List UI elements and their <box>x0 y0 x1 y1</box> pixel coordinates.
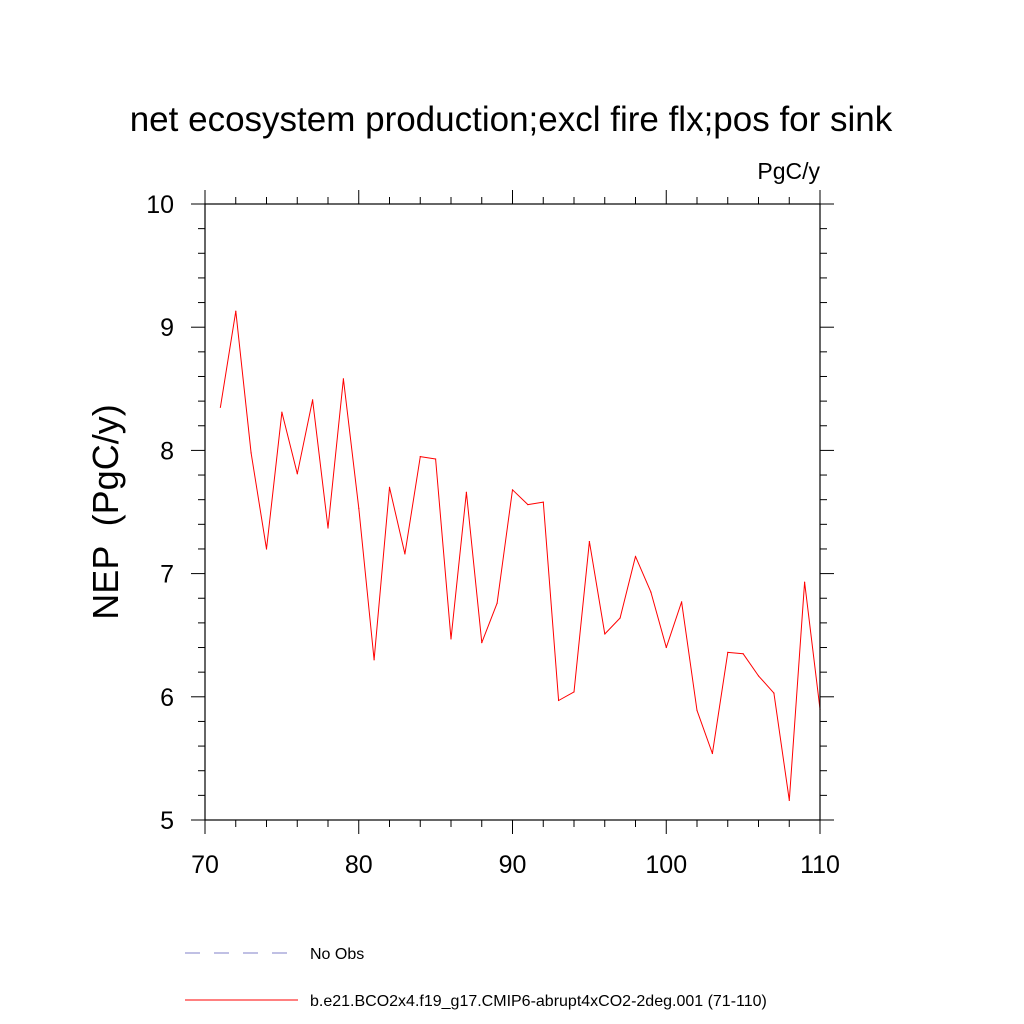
data-point <box>450 638 452 640</box>
y-tick-label: 6 <box>160 684 174 712</box>
x-tick-label: 70 <box>191 851 219 879</box>
data-point <box>558 699 560 702</box>
data-point <box>573 691 575 693</box>
y-tick-label: 8 <box>160 437 174 465</box>
data-point <box>634 555 637 558</box>
y-axis-label: NEP (PgC/y) <box>85 404 126 619</box>
y-tick-label: 9 <box>160 314 174 342</box>
data-point <box>773 692 775 694</box>
plot-frame <box>204 203 821 821</box>
data-point <box>358 507 360 509</box>
data-point <box>604 633 606 635</box>
x-tick-label: 90 <box>499 851 527 879</box>
data-point <box>681 601 683 603</box>
units-label: PgC/y <box>757 158 820 184</box>
series-layer <box>219 310 821 801</box>
data-point <box>696 709 698 712</box>
data-point <box>542 501 544 503</box>
data-point <box>757 675 760 677</box>
x-tick-label: 100 <box>645 851 687 879</box>
data-point <box>327 527 329 529</box>
data-point <box>788 799 790 801</box>
data-point <box>742 653 744 655</box>
legend: No Obs b.e21.BCO2x4.f19_g17.CMIP6-abrupt… <box>185 946 767 1010</box>
data-point <box>435 458 437 460</box>
y-tick-label: 10 <box>146 191 174 219</box>
data-point <box>804 581 806 583</box>
legend-label-no-obs: No Obs <box>310 946 364 963</box>
data-point <box>465 491 467 493</box>
data-point <box>235 310 237 312</box>
tick-labels: 70 80 90 100 110 5 6 7 8 9 10 <box>146 191 840 879</box>
data-point <box>265 548 268 550</box>
data-point <box>727 651 729 654</box>
data-point <box>527 504 529 506</box>
series-line <box>219 310 821 801</box>
data-point <box>373 659 375 661</box>
data-point <box>419 456 421 458</box>
data-point <box>481 642 483 644</box>
data-point <box>496 602 498 604</box>
x-tick-label: 110 <box>800 851 840 879</box>
data-point <box>711 752 714 755</box>
data-point <box>250 452 252 454</box>
axis-ticks <box>191 190 834 834</box>
y-tick-label: 7 <box>160 561 174 589</box>
data-point <box>665 646 667 649</box>
y-tick-label: 5 <box>160 807 174 835</box>
data-point <box>312 399 314 401</box>
data-point <box>342 378 344 380</box>
data-point <box>619 617 621 619</box>
legend-label-model: b.e21.BCO2x4.f19_g17.CMIP6-abrupt4xCO2-2… <box>310 993 767 1010</box>
x-tick-label: 80 <box>345 851 373 879</box>
data-point <box>281 411 283 413</box>
data-point <box>650 591 652 593</box>
data-point <box>404 553 406 555</box>
chart-title: net ecosystem production;excl fire flx;p… <box>130 100 893 139</box>
data-point <box>219 406 221 408</box>
data-point <box>588 541 591 543</box>
data-point <box>296 473 298 475</box>
data-point <box>511 489 514 491</box>
data-point <box>388 486 391 488</box>
